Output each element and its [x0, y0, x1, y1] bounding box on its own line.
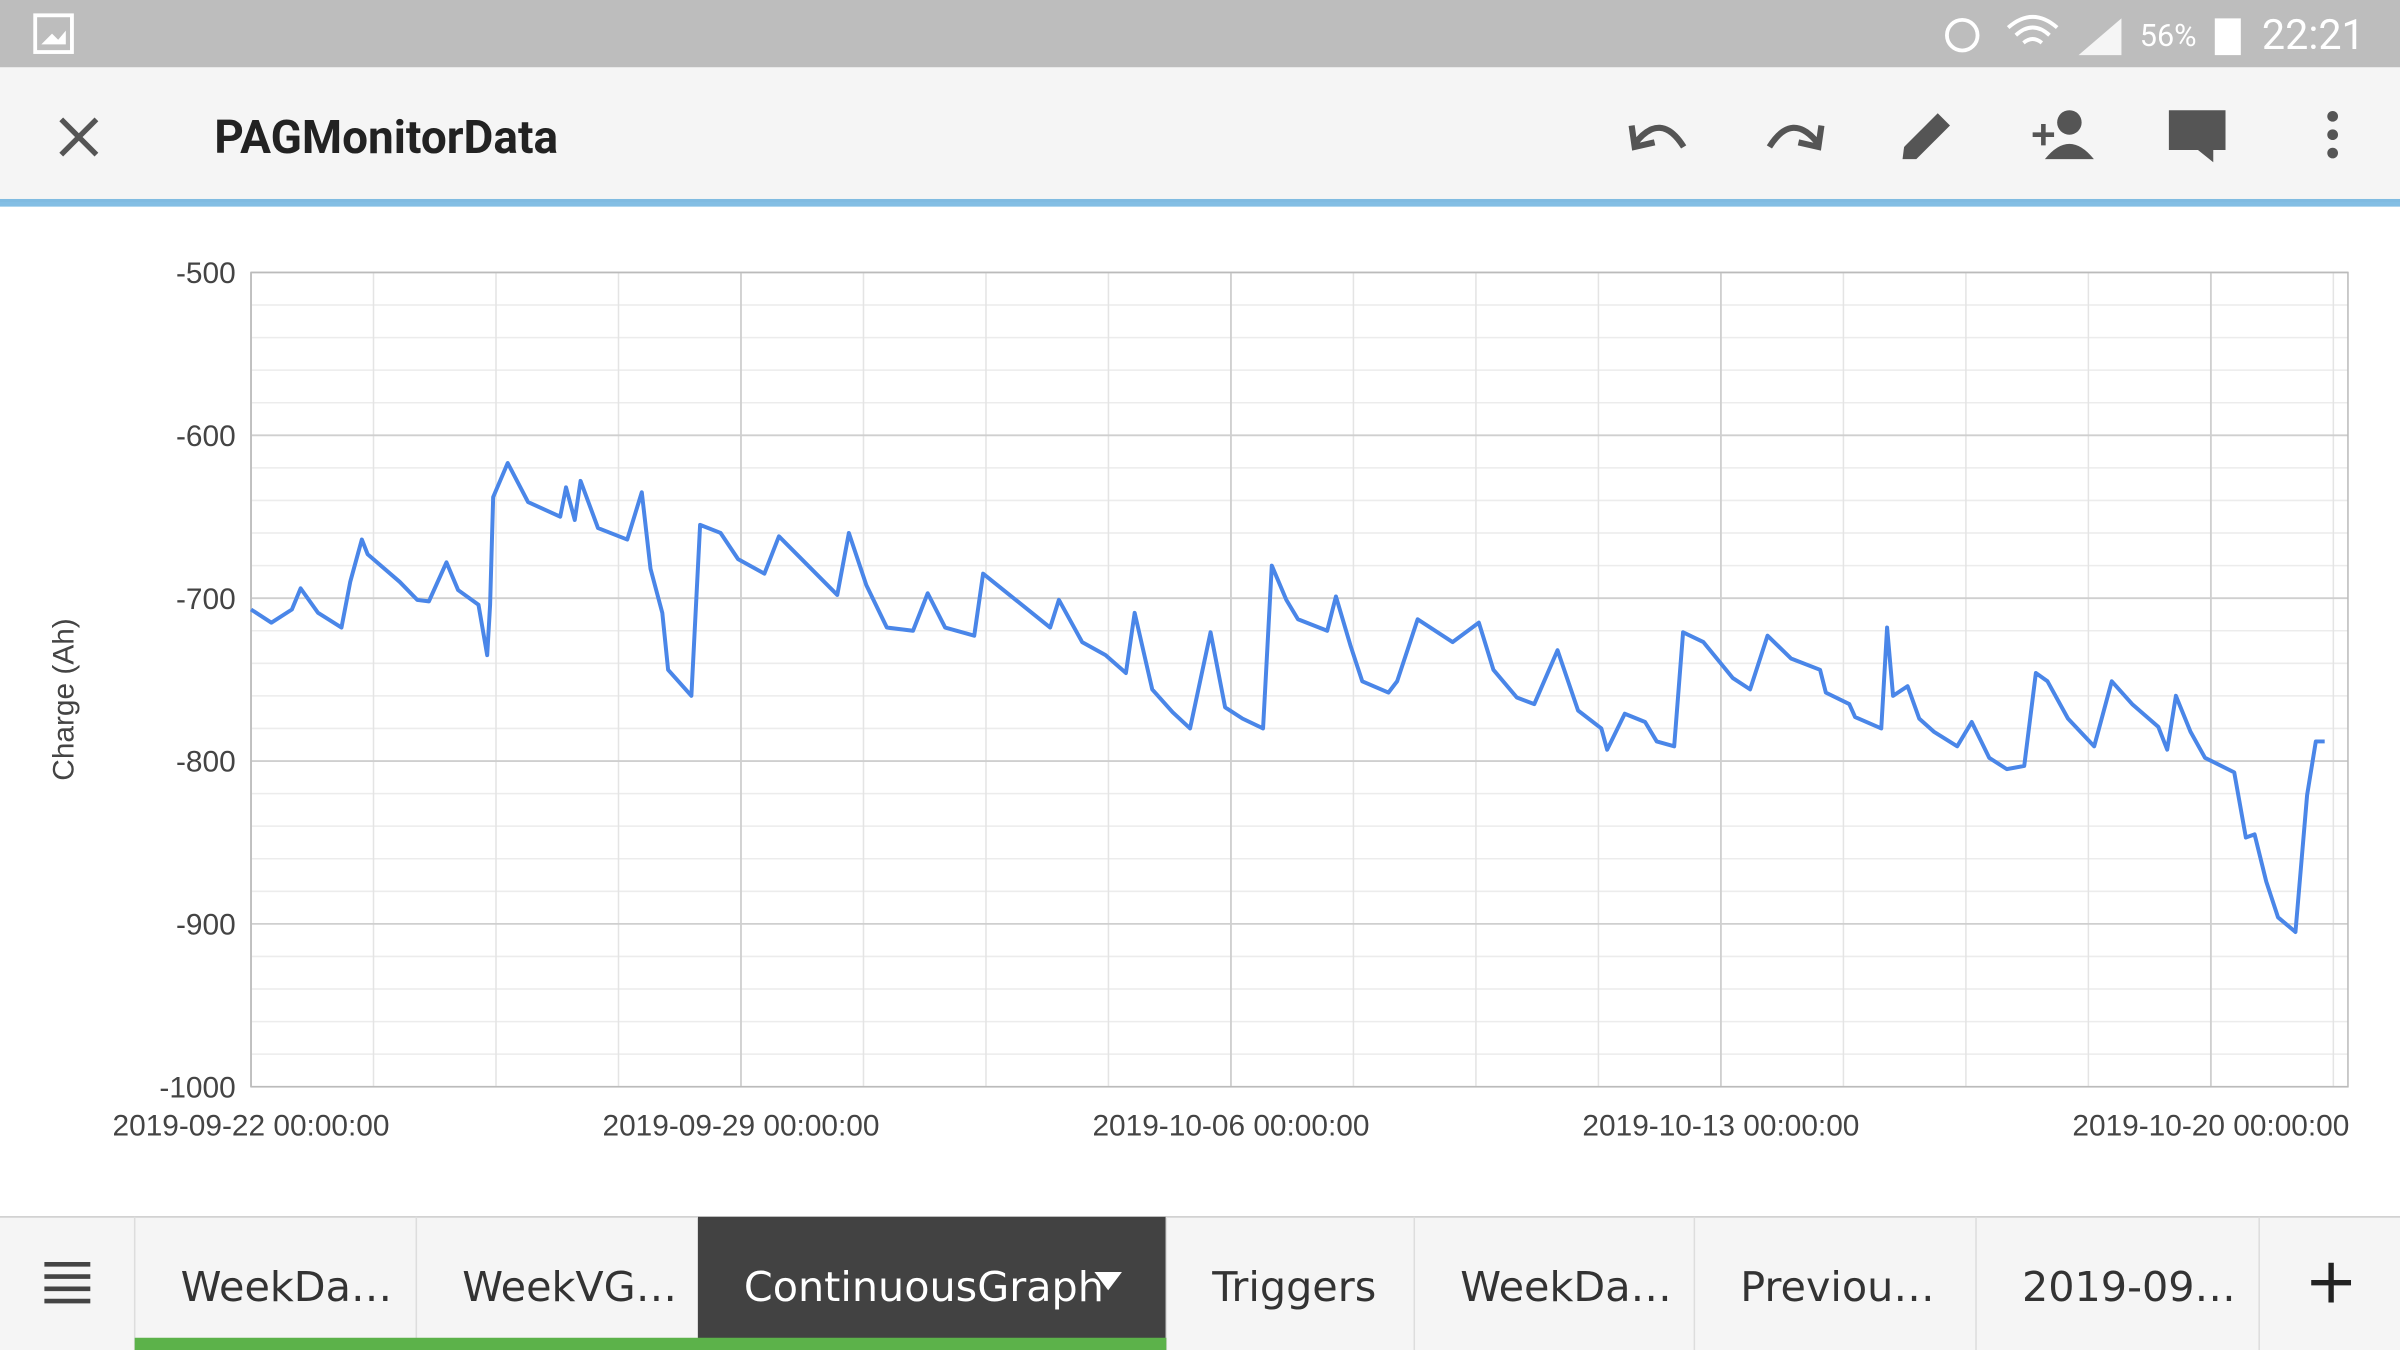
x-tick-label: 2019-10-20 00:00:00: [2072, 1110, 2349, 1143]
sheet-tab[interactable]: Previou…: [1740, 1263, 1934, 1311]
battery-percent: 56%: [2140, 19, 2197, 54]
active-tab[interactable]: [697, 1216, 1167, 1340]
sheet-tab[interactable]: Triggers: [1211, 1263, 1376, 1311]
add-sheet-button[interactable]: [2311, 1262, 2352, 1303]
undo-button[interactable]: [1628, 124, 1687, 151]
tabs: WeekDa… WeekVG… ContinuousGraph Triggers Wee…: [133, 1216, 2260, 1350]
x-tick-label: 2019-09-29 00:00:00: [602, 1110, 879, 1143]
x-tick-label: 2019-10-13 00:00:00: [1582, 1110, 1859, 1143]
battery-icon: [2214, 18, 2241, 56]
gallery-icon: [33, 13, 74, 54]
chart: Charge (Ah) -500 -600 -700 -800 -900 -1000 201…: [47, 257, 2349, 1143]
y-tick-label: -600: [176, 420, 236, 453]
tab-underline: [134, 1337, 1167, 1350]
doc-title: PAGMonitorData: [214, 111, 558, 165]
sheet-tab[interactable]: WeekDa…: [181, 1263, 393, 1311]
y-tick-label: -900: [176, 909, 236, 942]
redo-button[interactable]: [1766, 124, 1825, 151]
app-bar-edge: [0, 198, 2400, 207]
sheet-tab[interactable]: WeekVG…: [462, 1263, 677, 1311]
clock: 22:21: [2262, 12, 2365, 60]
tab-bar: [0, 1216, 2400, 1350]
sheet-tab[interactable]: ContinuousGraph: [744, 1263, 1104, 1311]
sheet-tab[interactable]: WeekDa…: [1460, 1263, 1672, 1311]
close-button[interactable]: [59, 117, 99, 157]
plot-frame: [250, 271, 2349, 1088]
alarm-icon: [1945, 17, 1980, 53]
more-button[interactable]: [2327, 110, 2339, 159]
sheet-list-button[interactable]: [44, 1261, 91, 1304]
tab-menu-arrow[interactable]: [1094, 1271, 1122, 1291]
y-axis-title: Charge (Ah): [47, 618, 80, 780]
y-tick-label: -1000: [159, 1071, 235, 1104]
x-tick-label: 2019-10-06 00:00:00: [1092, 1110, 1369, 1143]
gallery-icon-glyph: [41, 30, 66, 45]
data-line: [249, 461, 2325, 934]
wifi-icon: [2006, 14, 2059, 45]
y-tick-label: -500: [176, 257, 236, 290]
edit-button[interactable]: [1902, 113, 1950, 160]
comment-button[interactable]: [2168, 110, 2226, 163]
sheet-tab[interactable]: 2019-09…: [2022, 1263, 2236, 1311]
status-bar: [0, 0, 2400, 68]
x-tick-label: 2019-09-22 00:00:00: [113, 1110, 390, 1143]
share-button[interactable]: [2032, 110, 2094, 160]
y-tick-label: -700: [176, 583, 236, 616]
y-tick-label: -800: [176, 746, 236, 779]
app-bar: [0, 67, 2400, 203]
